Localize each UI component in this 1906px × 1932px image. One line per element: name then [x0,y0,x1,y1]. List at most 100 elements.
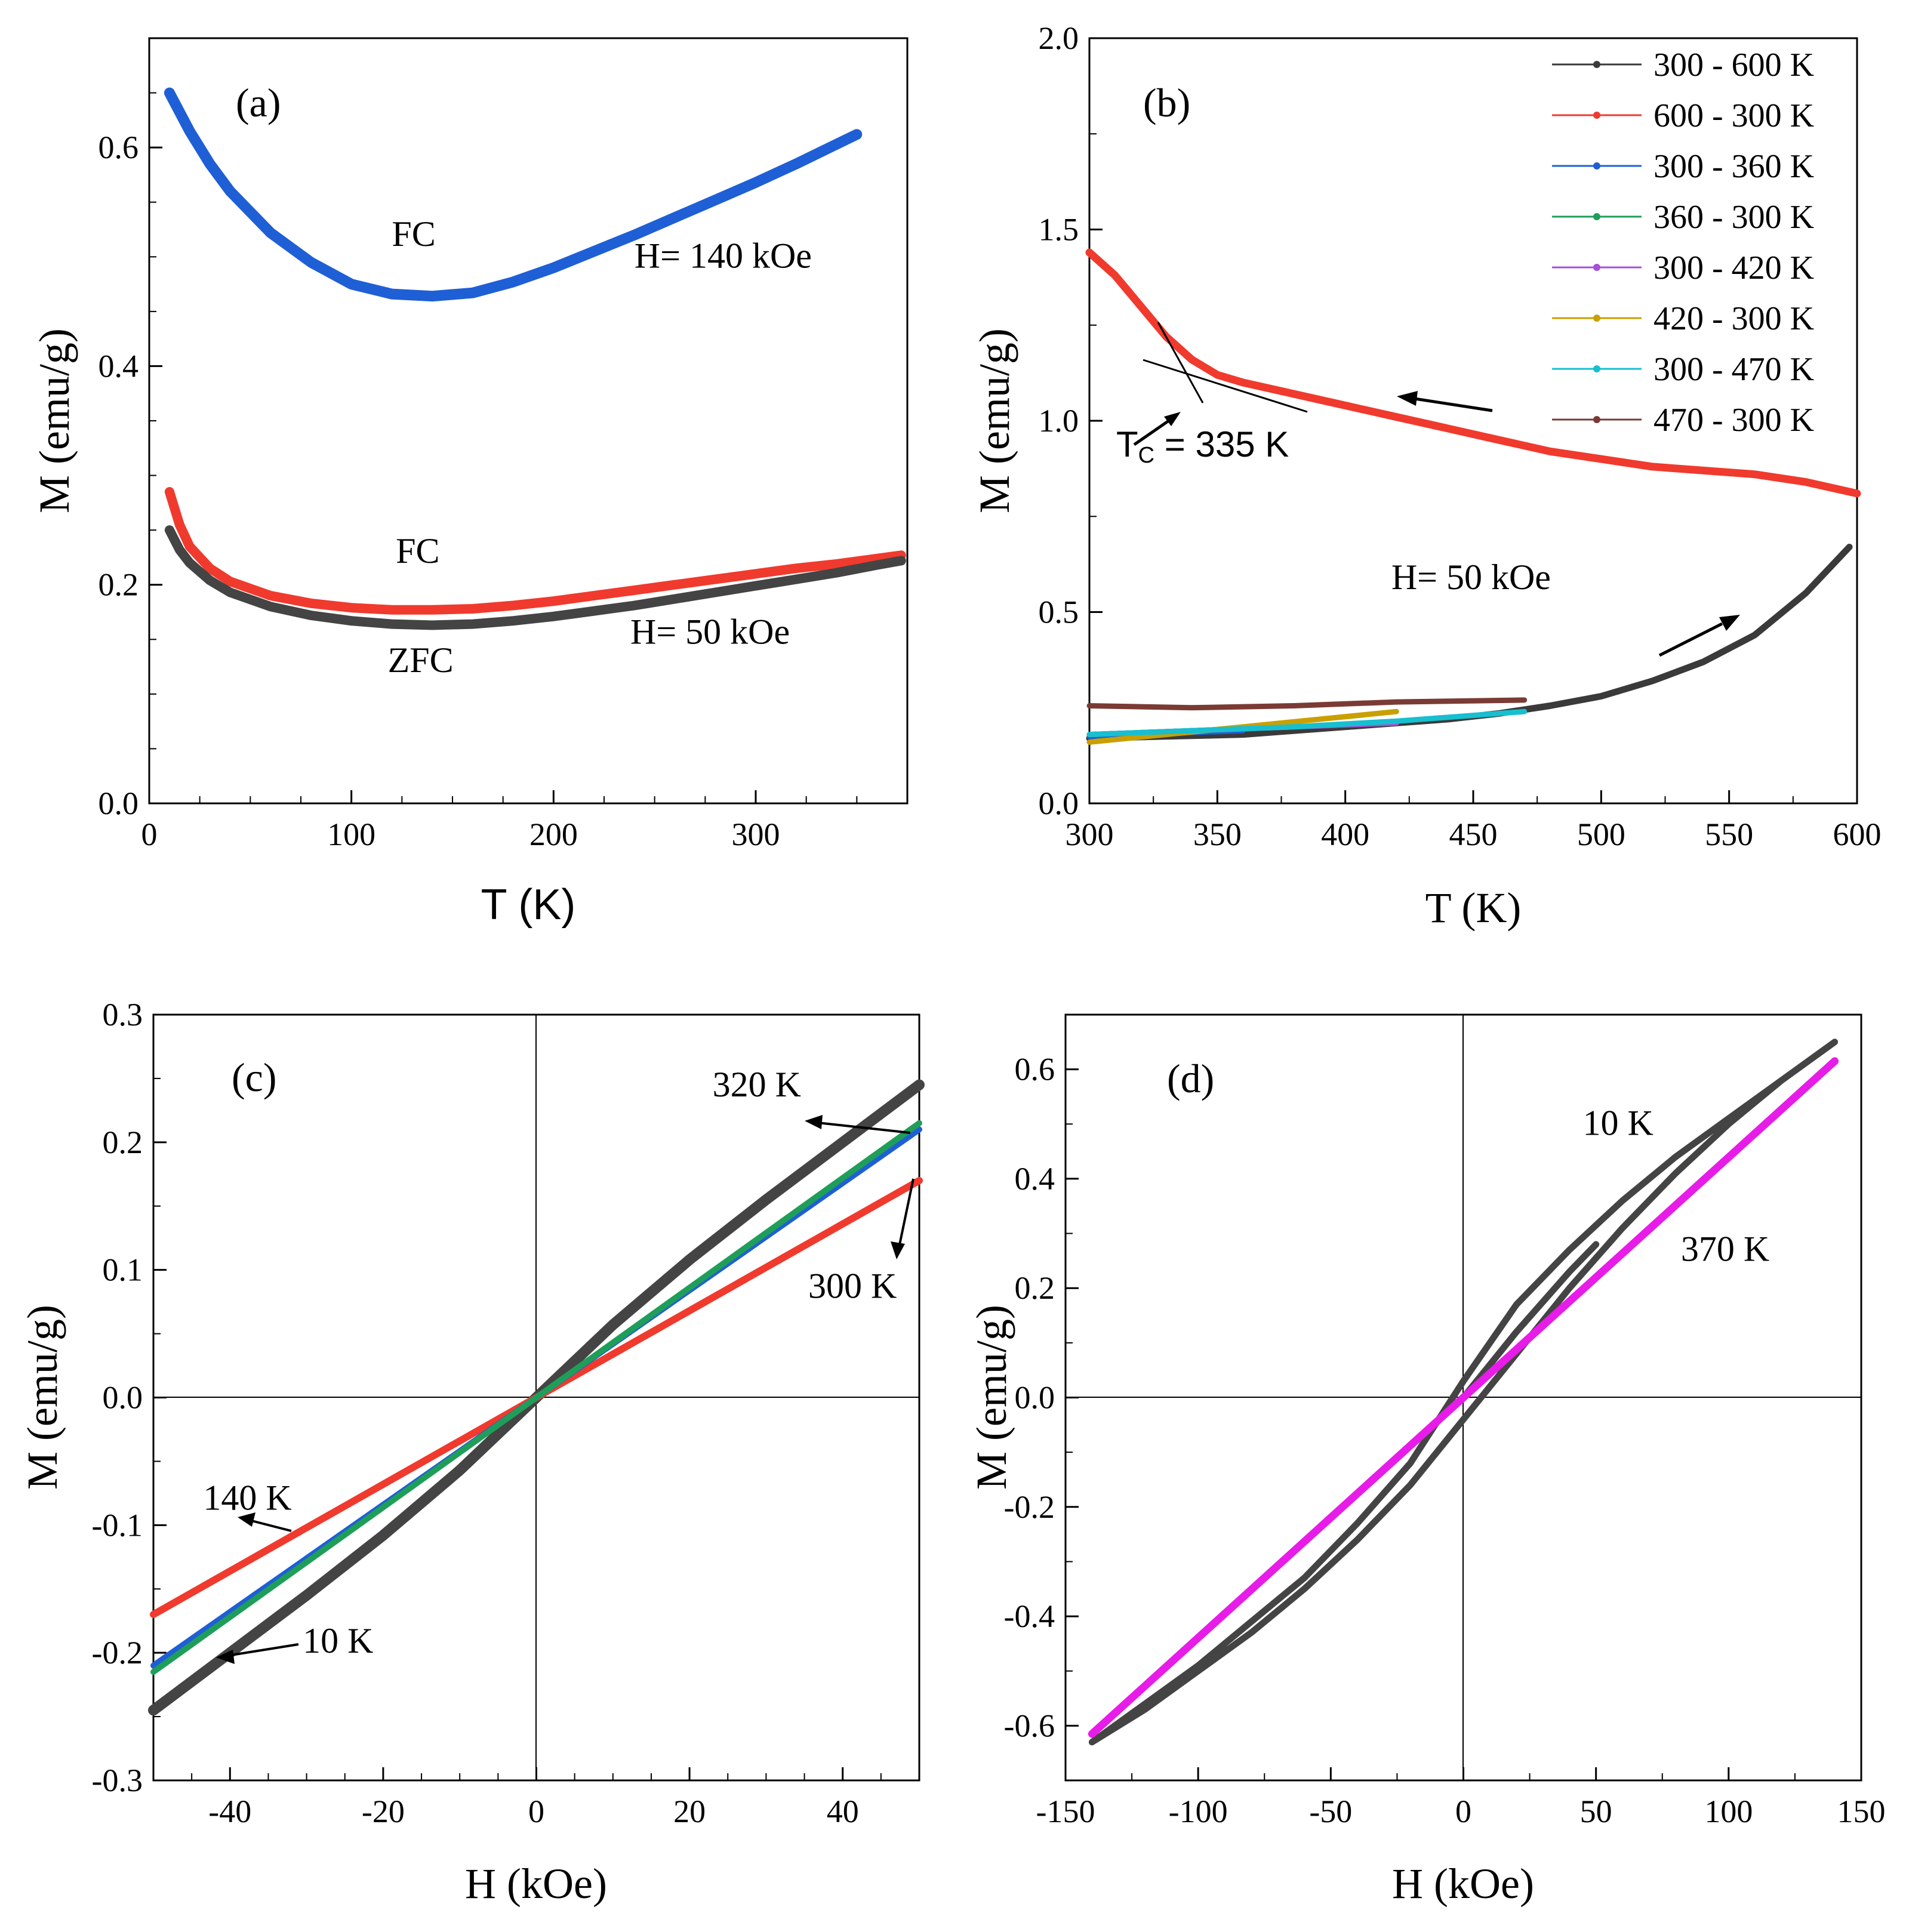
x-tick-label: 100 [1704,1794,1753,1829]
y-tick-label: 0.2 [1015,1270,1055,1306]
y-tick-label: 1.5 [1039,212,1079,248]
x-tick-label: 0 [1455,1794,1471,1829]
legend-entry: 300 - 600 K [1653,47,1814,84]
panel-b-xlabel: T (K) [1425,884,1522,932]
panel-a: 0 100 200 300 0.0 0.2 0.4 0.6 (a) FC H= 140 kOe… [30,37,909,929]
series-10-k [1088,1039,1839,1746]
legend-marker [1593,365,1600,372]
tc-arrow-head [1164,412,1181,426]
y-tick-label: 0.0 [103,1380,143,1416]
arrow-10k-head [216,1650,235,1664]
arrow-10k [223,1643,299,1657]
series-fc-50-koe [164,487,906,615]
cooling-arrow-head [1397,391,1418,406]
annotation-fc-50: FC [396,531,439,571]
panel-a-label: (a) [236,80,281,125]
legend-entry: 360 - 300 K [1653,199,1814,236]
x-tick-label: 450 [1449,816,1498,852]
legend-marker [1593,61,1600,68]
x-tick-label: 300 [732,816,780,852]
legend-entry: 300 - 360 K [1653,148,1814,185]
panel-b-label: (b) [1143,80,1190,125]
tc-tangent-line-high [1143,359,1308,413]
x-tick-label: 350 [1193,816,1242,852]
y-tick-label: -0.2 [1004,1489,1055,1525]
x-tick-label: 600 [1833,816,1882,852]
panel-b-ylabel: M (emu/g) [971,328,1018,513]
series-320-k [150,1120,922,1675]
annotation-h-50koe: H= 50 kOe [630,612,790,652]
heating-arrow [1658,622,1723,657]
tc-arrow [1133,416,1174,446]
annotation-h-140koe: H= 140 kOe [635,236,812,276]
y-tick-label: 0.3 [103,997,143,1033]
x-tick-label: 150 [1837,1794,1886,1829]
legend-entry: 300 - 470 K [1653,351,1814,388]
x-tick-label: 0 [528,1794,544,1829]
panel-c: -40 -20 0 20 40-0.3-0.2-0.10.00.10.20.3 (c) … [19,997,925,1908]
arrow-140k-head [238,1512,255,1527]
panel-d-ylabel: M (emu/g) [968,1305,1015,1490]
annotation-10k-d: 10 K [1582,1104,1653,1143]
annotation-300k: 300 K [808,1267,897,1306]
arrow-300k [897,1178,914,1251]
annotation-zfc: ZFC [388,640,454,680]
legend-entry: 300 - 420 K [1653,249,1814,286]
panel-c-xlabel: H (kOe) [465,1860,607,1908]
legend: 300 - 600 K 600 - 300 K 300 - 360 K 360 - 3… [1552,47,1814,439]
series-zfc-50-koe [164,525,906,630]
panel-c-label: (c) [232,1055,276,1100]
x-tick-label: 20 [673,1794,706,1829]
y-tick-label: 1.0 [1039,403,1079,439]
y-tick-label: 0.5 [1039,594,1079,630]
legend-entry: 600 - 300 K [1653,97,1814,134]
legend-marker [1593,112,1600,119]
arrow-300k-head [891,1241,905,1259]
x-tick-label: -40 [208,1794,251,1829]
y-tick-label: 0.0 [1039,785,1079,821]
x-tick-label: 550 [1705,816,1753,852]
legend-marker [1593,416,1600,423]
series-470-300-k [1086,697,1528,711]
y-tick-label: 2.0 [1039,20,1079,56]
panel-a-xlabel: T (K) [481,881,576,929]
tc-tangent-line-low [1157,322,1204,403]
y-tick-label: 0.6 [1015,1052,1055,1087]
panel-d: -150 -100 -50 0 50 100 150 -0.6 -0.4 -0.2 0.0 0.2 0.… [968,1013,1886,1908]
legend-marker [1593,213,1600,220]
y-tick-label: 0.4 [1015,1161,1055,1197]
legend-marker [1593,162,1600,170]
panel-d-xlabel: H (kOe) [1392,1860,1534,1908]
x-tick-label: 0 [141,816,158,852]
arrow-320k [811,1121,911,1134]
annotation-10k: 10 K [303,1621,373,1660]
y-tick-label: 0.4 [98,348,139,384]
x-tick-label: -150 [1036,1794,1095,1829]
y-tick-label: -0.1 [92,1507,143,1543]
annotation-h-50koe-b: H= 50 kOe [1391,557,1551,597]
panel-a-ylabel: M (emu/g) [30,328,78,513]
heating-arrow-head [1719,615,1740,631]
series-370-k [1088,1057,1839,1738]
annotation-370k: 370 K [1681,1229,1769,1268]
x-tick-label: 300 [1066,816,1114,852]
annotation-fc-140: FC [392,214,435,254]
x-tick-label: -50 [1309,1794,1352,1829]
cooling-arrow [1414,397,1493,412]
y-tick-label: 0.6 [98,130,139,165]
series-fc-140-koe [164,87,863,302]
x-tick-label: 200 [529,816,578,852]
series-10-k-initial [1460,1241,1600,1401]
annotation-320k: 320 K [713,1065,801,1104]
x-tick-label: 50 [1580,1794,1612,1829]
y-tick-label: -0.2 [92,1635,143,1671]
y-tick-label: 0.0 [1015,1380,1055,1416]
x-tick-label: 40 [827,1794,859,1829]
panel-d-label: (d) [1167,1056,1214,1101]
x-tick-label: 500 [1577,816,1625,852]
annotation-140k: 140 K [203,1478,291,1518]
panel-c-ylabel: M (emu/g) [19,1305,66,1490]
y-tick-label: 0.0 [98,785,139,821]
y-tick-label: -0.6 [1004,1708,1055,1743]
